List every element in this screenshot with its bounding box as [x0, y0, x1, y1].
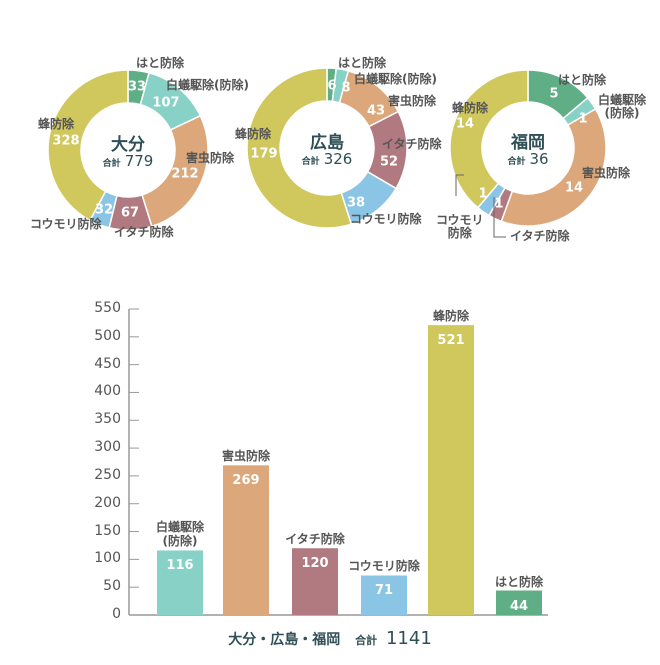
- y-tick-label: 350: [94, 411, 121, 428]
- bar: [223, 465, 269, 615]
- slice-value: 6: [327, 78, 337, 94]
- bar-category-label: はと防除: [494, 574, 544, 589]
- y-tick-label: 0: [112, 606, 121, 622]
- slice-label: コウモリ防除: [30, 217, 102, 231]
- slice-label: はと防除: [338, 56, 387, 70]
- bar: [292, 548, 338, 615]
- slice-label: 白蟻駆除(防除): [354, 72, 437, 86]
- slice-label: イタチ防除: [114, 225, 174, 239]
- bar: [157, 550, 203, 615]
- slice-label: イタチ防除: [510, 229, 570, 243]
- donut-slice: [246, 67, 353, 229]
- slice-label: はと防除: [558, 73, 607, 87]
- bar-value-label: 71: [374, 583, 394, 599]
- slice-value: 179: [250, 146, 278, 162]
- donut-slice: [500, 107, 607, 227]
- donut-slice: [47, 69, 129, 222]
- slice-value: 328: [52, 133, 80, 149]
- slice-value: 43: [366, 103, 386, 119]
- total-value: 326: [323, 150, 353, 168]
- y-tick-label: 200: [94, 494, 121, 511]
- total-label: 合計: [102, 159, 121, 169]
- y-tick-label: 550: [94, 300, 121, 316]
- donut-center-title: 広島: [310, 133, 344, 153]
- bar-value-label: 521: [437, 333, 465, 349]
- bar-total-label: 合計: [355, 634, 378, 647]
- total-value: 779: [124, 152, 154, 170]
- slice-label: 害虫防除: [388, 94, 437, 108]
- donut-center-total: 合計 36: [507, 150, 548, 168]
- total-label: 合計: [507, 157, 526, 167]
- bar-title-text: 大分・広島・福岡: [228, 632, 341, 648]
- slice-value: 52: [379, 154, 399, 170]
- slice-value: 8: [341, 80, 351, 96]
- y-tick-label: 150: [94, 522, 121, 539]
- bar-value-label: 116: [166, 558, 194, 574]
- slice-label: 蜂防除: [38, 117, 75, 131]
- slice-value: 14: [564, 180, 584, 196]
- slice-value: 32: [94, 202, 114, 218]
- bar-category-label: 白蟻駆除 (防除): [155, 520, 205, 549]
- slice-label: はと防除: [136, 56, 185, 70]
- bar: [361, 575, 407, 615]
- slice-label: 白蟻駆除 (防除): [598, 93, 647, 120]
- bar-value-label: 44: [509, 598, 529, 614]
- bar-value-label: 269: [232, 473, 260, 489]
- y-tick-label: 300: [94, 439, 121, 456]
- y-tick-label: 250: [94, 466, 121, 483]
- slice-label: 白蟻駆除(防除): [166, 78, 249, 92]
- leader-line: [455, 174, 464, 196]
- slice-label: コウモリ 防除: [436, 213, 484, 240]
- slice-value: 1: [494, 196, 504, 212]
- donut-center-title: 大分: [111, 135, 145, 155]
- bar-category-label: 蜂防除: [432, 309, 470, 324]
- bar-category-label: 害虫防除: [221, 449, 271, 464]
- bar-value-label: 120: [301, 556, 329, 572]
- y-tick-label: 500: [94, 327, 121, 344]
- slice-value: 14: [455, 116, 475, 132]
- donut-center-title: 福岡: [511, 133, 545, 153]
- slice-label: 蜂防除: [452, 101, 489, 115]
- slice-label: コウモリ防除: [350, 212, 422, 226]
- total-label: 合計: [301, 157, 320, 167]
- total-value: 36: [529, 150, 549, 168]
- bar: [428, 325, 474, 615]
- slice-value: 5: [549, 86, 559, 102]
- slice-label: 害虫防除: [582, 166, 631, 180]
- slice-value: 33: [127, 79, 147, 95]
- slice-value: 212: [171, 166, 199, 182]
- donut-slice: [449, 69, 529, 209]
- y-tick-label: 450: [94, 355, 121, 372]
- slice-label: 蜂防除: [235, 127, 272, 141]
- slice-value: 38: [346, 195, 366, 211]
- y-tick-label: 100: [94, 550, 121, 567]
- donut-center-total: 合計 779: [103, 152, 154, 170]
- bar-category-label: イタチ防除: [285, 532, 345, 547]
- y-tick-label: 400: [94, 383, 121, 400]
- slice-value: 1: [478, 186, 488, 202]
- bar-category-label: コウモリ防除: [348, 559, 420, 574]
- slice-value: 1: [578, 111, 588, 127]
- slice-value: 67: [120, 205, 140, 221]
- bar-chart-title: 大分・広島・福岡 合計 1141: [0, 628, 660, 649]
- bar-total-value: 1141: [385, 628, 432, 649]
- slice-value: 107: [152, 95, 180, 111]
- bar: [496, 590, 542, 615]
- slice-label: 害虫防除: [186, 151, 235, 165]
- y-tick-label: 50: [103, 578, 121, 595]
- leader-line: [493, 197, 506, 238]
- slice-label: イタチ防除: [382, 137, 442, 151]
- donut-center-total: 合計 326: [302, 150, 353, 168]
